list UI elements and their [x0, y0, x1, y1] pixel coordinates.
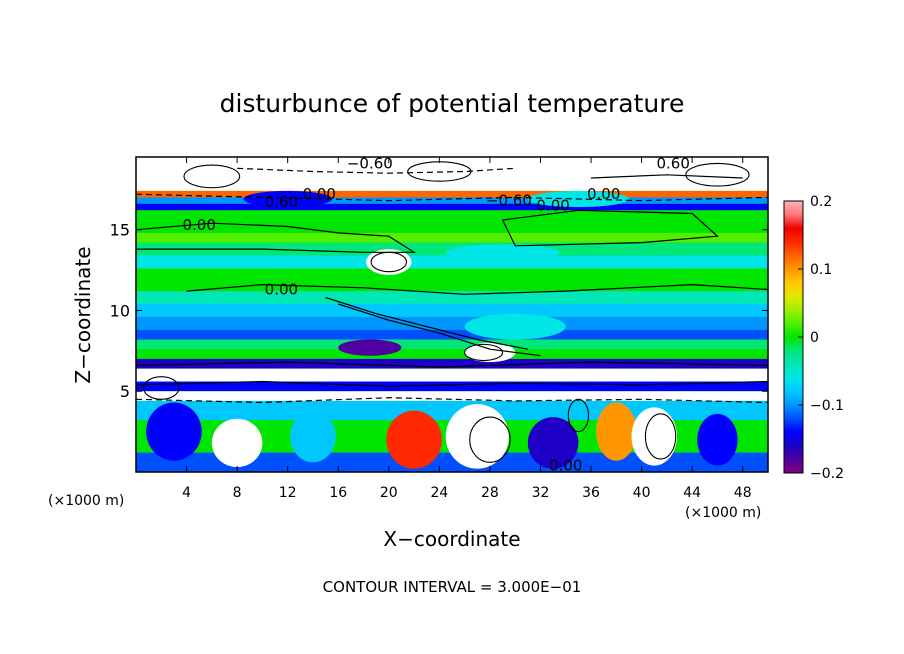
contour-line [136, 380, 768, 388]
field-blob [464, 342, 516, 363]
field-band [136, 391, 768, 401]
contour-line [325, 296, 528, 350]
x-tick-label: 48 [734, 485, 752, 501]
contour-loop [644, 413, 677, 460]
contour-label: 0.00 [265, 280, 298, 298]
contour-label: 0.00 [303, 185, 336, 203]
field-band [136, 291, 768, 304]
field-band [136, 232, 768, 243]
field-band [136, 349, 768, 359]
colorbar: 0.2 0.1 0 −0.1 −0.2 [783, 194, 844, 482]
x-tick-label: 8 [233, 485, 242, 501]
contour-loop [370, 251, 408, 273]
x-tick-label: 36 [582, 485, 600, 501]
field-blob [596, 402, 637, 461]
x-axis: 4 8 12 16 20 24 28 32 36 40 44 48 [182, 157, 752, 501]
field-blob [386, 410, 442, 469]
x-axis-label: X−coordinate [383, 527, 520, 551]
x-tick-label: 24 [430, 485, 448, 501]
field-band [136, 190, 768, 198]
x-tick-label: 16 [329, 485, 347, 501]
field-band [136, 339, 768, 350]
x-tick-label: 32 [532, 485, 550, 501]
contour-label: −0.60 [347, 154, 393, 172]
contour-line [590, 174, 743, 179]
x-tick-label: 12 [279, 485, 297, 501]
field-band [136, 203, 768, 211]
field-blob [445, 404, 509, 469]
field-blobs [146, 160, 743, 469]
contour-lines [136, 161, 768, 463]
x-tick-label: 20 [380, 485, 398, 501]
contour-loop [469, 416, 511, 463]
field-band [136, 368, 768, 382]
x-tick-label: 44 [683, 485, 701, 501]
y-tick-label: 10 [110, 301, 130, 320]
field-band [136, 358, 768, 369]
field-band [136, 316, 768, 330]
field-blob [146, 402, 202, 461]
y-tick-label: 5 [120, 382, 130, 401]
field-blob [243, 190, 332, 208]
colorbar-tick-label: −0.2 [810, 466, 844, 482]
chart-title: disturbunce of potential temperature [220, 89, 685, 118]
field-blob [366, 249, 412, 275]
field-blob [464, 313, 566, 340]
contour-loop [464, 343, 504, 362]
x-tick-label: 28 [481, 485, 499, 501]
colorbar-tick-label: 0 [810, 330, 819, 346]
y-axis-label: Z−coordinate [71, 246, 95, 383]
contour-label: 0.00 [549, 457, 582, 475]
field-blob [445, 244, 560, 261]
colorbar-ticks: 0.2 0.1 0 −0.1 −0.2 [798, 194, 844, 482]
y-tick-label: 15 [110, 221, 130, 240]
colorbar-tick-label: 0.2 [810, 194, 832, 210]
contour-label: 0.60 [265, 193, 298, 211]
contour-label: 0.00 [587, 185, 620, 203]
contour-line [136, 361, 768, 368]
field-band [136, 210, 768, 233]
colorbar-tick-label: 0.1 [810, 262, 832, 278]
contour-line [136, 193, 768, 202]
field-blob [180, 160, 244, 187]
contour-labels: −0.60 0.600.000.60 −0.60 0.000.000.000.000.… [182, 154, 689, 475]
contour-label: 0.00 [182, 216, 215, 234]
contour-label: 0.60 [656, 154, 689, 172]
field-band [136, 329, 768, 340]
contour-loop [183, 164, 241, 189]
contour-label: 0.00 [536, 196, 569, 214]
field-blob [666, 160, 743, 190]
contour-line [237, 167, 516, 174]
colorbar-tick-label: −0.1 [810, 398, 844, 414]
contour-loop [567, 398, 590, 433]
x-tick-label: 4 [182, 485, 191, 501]
contour-line [502, 209, 719, 247]
plot-frame [135, 156, 769, 473]
contour-line [136, 222, 417, 253]
field-blob [211, 418, 263, 468]
contour-loop [685, 162, 750, 187]
contour-label: −0.60 [486, 192, 532, 210]
contour-line [186, 283, 768, 295]
field-blob [338, 339, 402, 356]
field-blob [290, 410, 336, 463]
field-band [136, 197, 768, 204]
contour-line [338, 303, 541, 357]
plot-area: −0.60 0.600.000.60 −0.60 0.000.000.000.000.… [136, 154, 768, 475]
field-blob [527, 417, 579, 469]
contour-loop [143, 376, 180, 400]
field-blob [697, 413, 738, 466]
field-blob [631, 407, 677, 466]
x-tick-label: 40 [633, 485, 651, 501]
contour-interval-note: CONTOUR INTERVAL = 3.000E−01 [323, 578, 582, 596]
x-unit-right: (×1000 m) [685, 505, 761, 521]
field-band [136, 304, 768, 317]
y-axis: 5 10 15 [110, 221, 768, 401]
field-band [136, 255, 768, 269]
x-unit-left: (×1000 m) [48, 493, 124, 509]
contour-line [136, 397, 768, 404]
field-band [136, 381, 768, 392]
